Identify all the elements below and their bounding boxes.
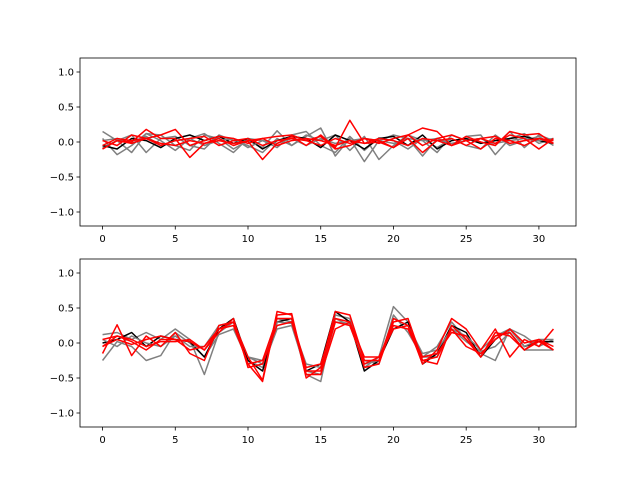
y-tick-label: −0.5 <box>50 374 74 385</box>
y-tick-label: 1.0 <box>58 269 74 280</box>
x-tick-label: 25 <box>460 234 473 245</box>
top-axes: 0 5 10 15 20 25 30 −1.0 −0.5 0.0 0.5 1.0 <box>50 57 577 245</box>
series-line-6 <box>102 317 554 372</box>
x-tick-label: 10 <box>242 435 255 446</box>
x-tick-label: 5 <box>172 234 178 245</box>
series-group <box>101 305 555 383</box>
x-tick-label: 10 <box>242 234 255 245</box>
y-tick-label: 0.5 <box>58 304 74 315</box>
series-line-7 <box>102 134 554 154</box>
x-tick-label: 25 <box>460 435 473 446</box>
series-line-7 <box>102 317 554 369</box>
x-tick-label: 20 <box>387 435 400 446</box>
series-group <box>101 119 554 163</box>
x-tick-label: 20 <box>387 234 400 245</box>
x-tick-label: 5 <box>172 435 178 446</box>
y-tick-label: −1.0 <box>50 208 74 219</box>
y-tick-label: −1.0 <box>50 409 74 420</box>
x-tick-label: 15 <box>314 234 327 245</box>
series-line-8 <box>102 137 554 150</box>
x-tick-label: 30 <box>533 435 546 446</box>
y-tick-label: −0.5 <box>50 173 74 184</box>
x-tick-label: 0 <box>99 234 105 245</box>
x-tick-label: 30 <box>533 234 546 245</box>
y-tick-label: 1.0 <box>58 68 74 79</box>
y-tick-label: 0.0 <box>58 339 74 350</box>
y-tick-label: 0.0 <box>58 138 74 149</box>
y-tick-label: 0.5 <box>58 103 74 114</box>
x-tick-label: 15 <box>314 435 327 446</box>
x-tick-label: 0 <box>99 435 105 446</box>
bottom-axes: 0 5 10 15 20 25 30 −1.0 −0.5 0.0 0.5 1.0 <box>50 258 577 446</box>
